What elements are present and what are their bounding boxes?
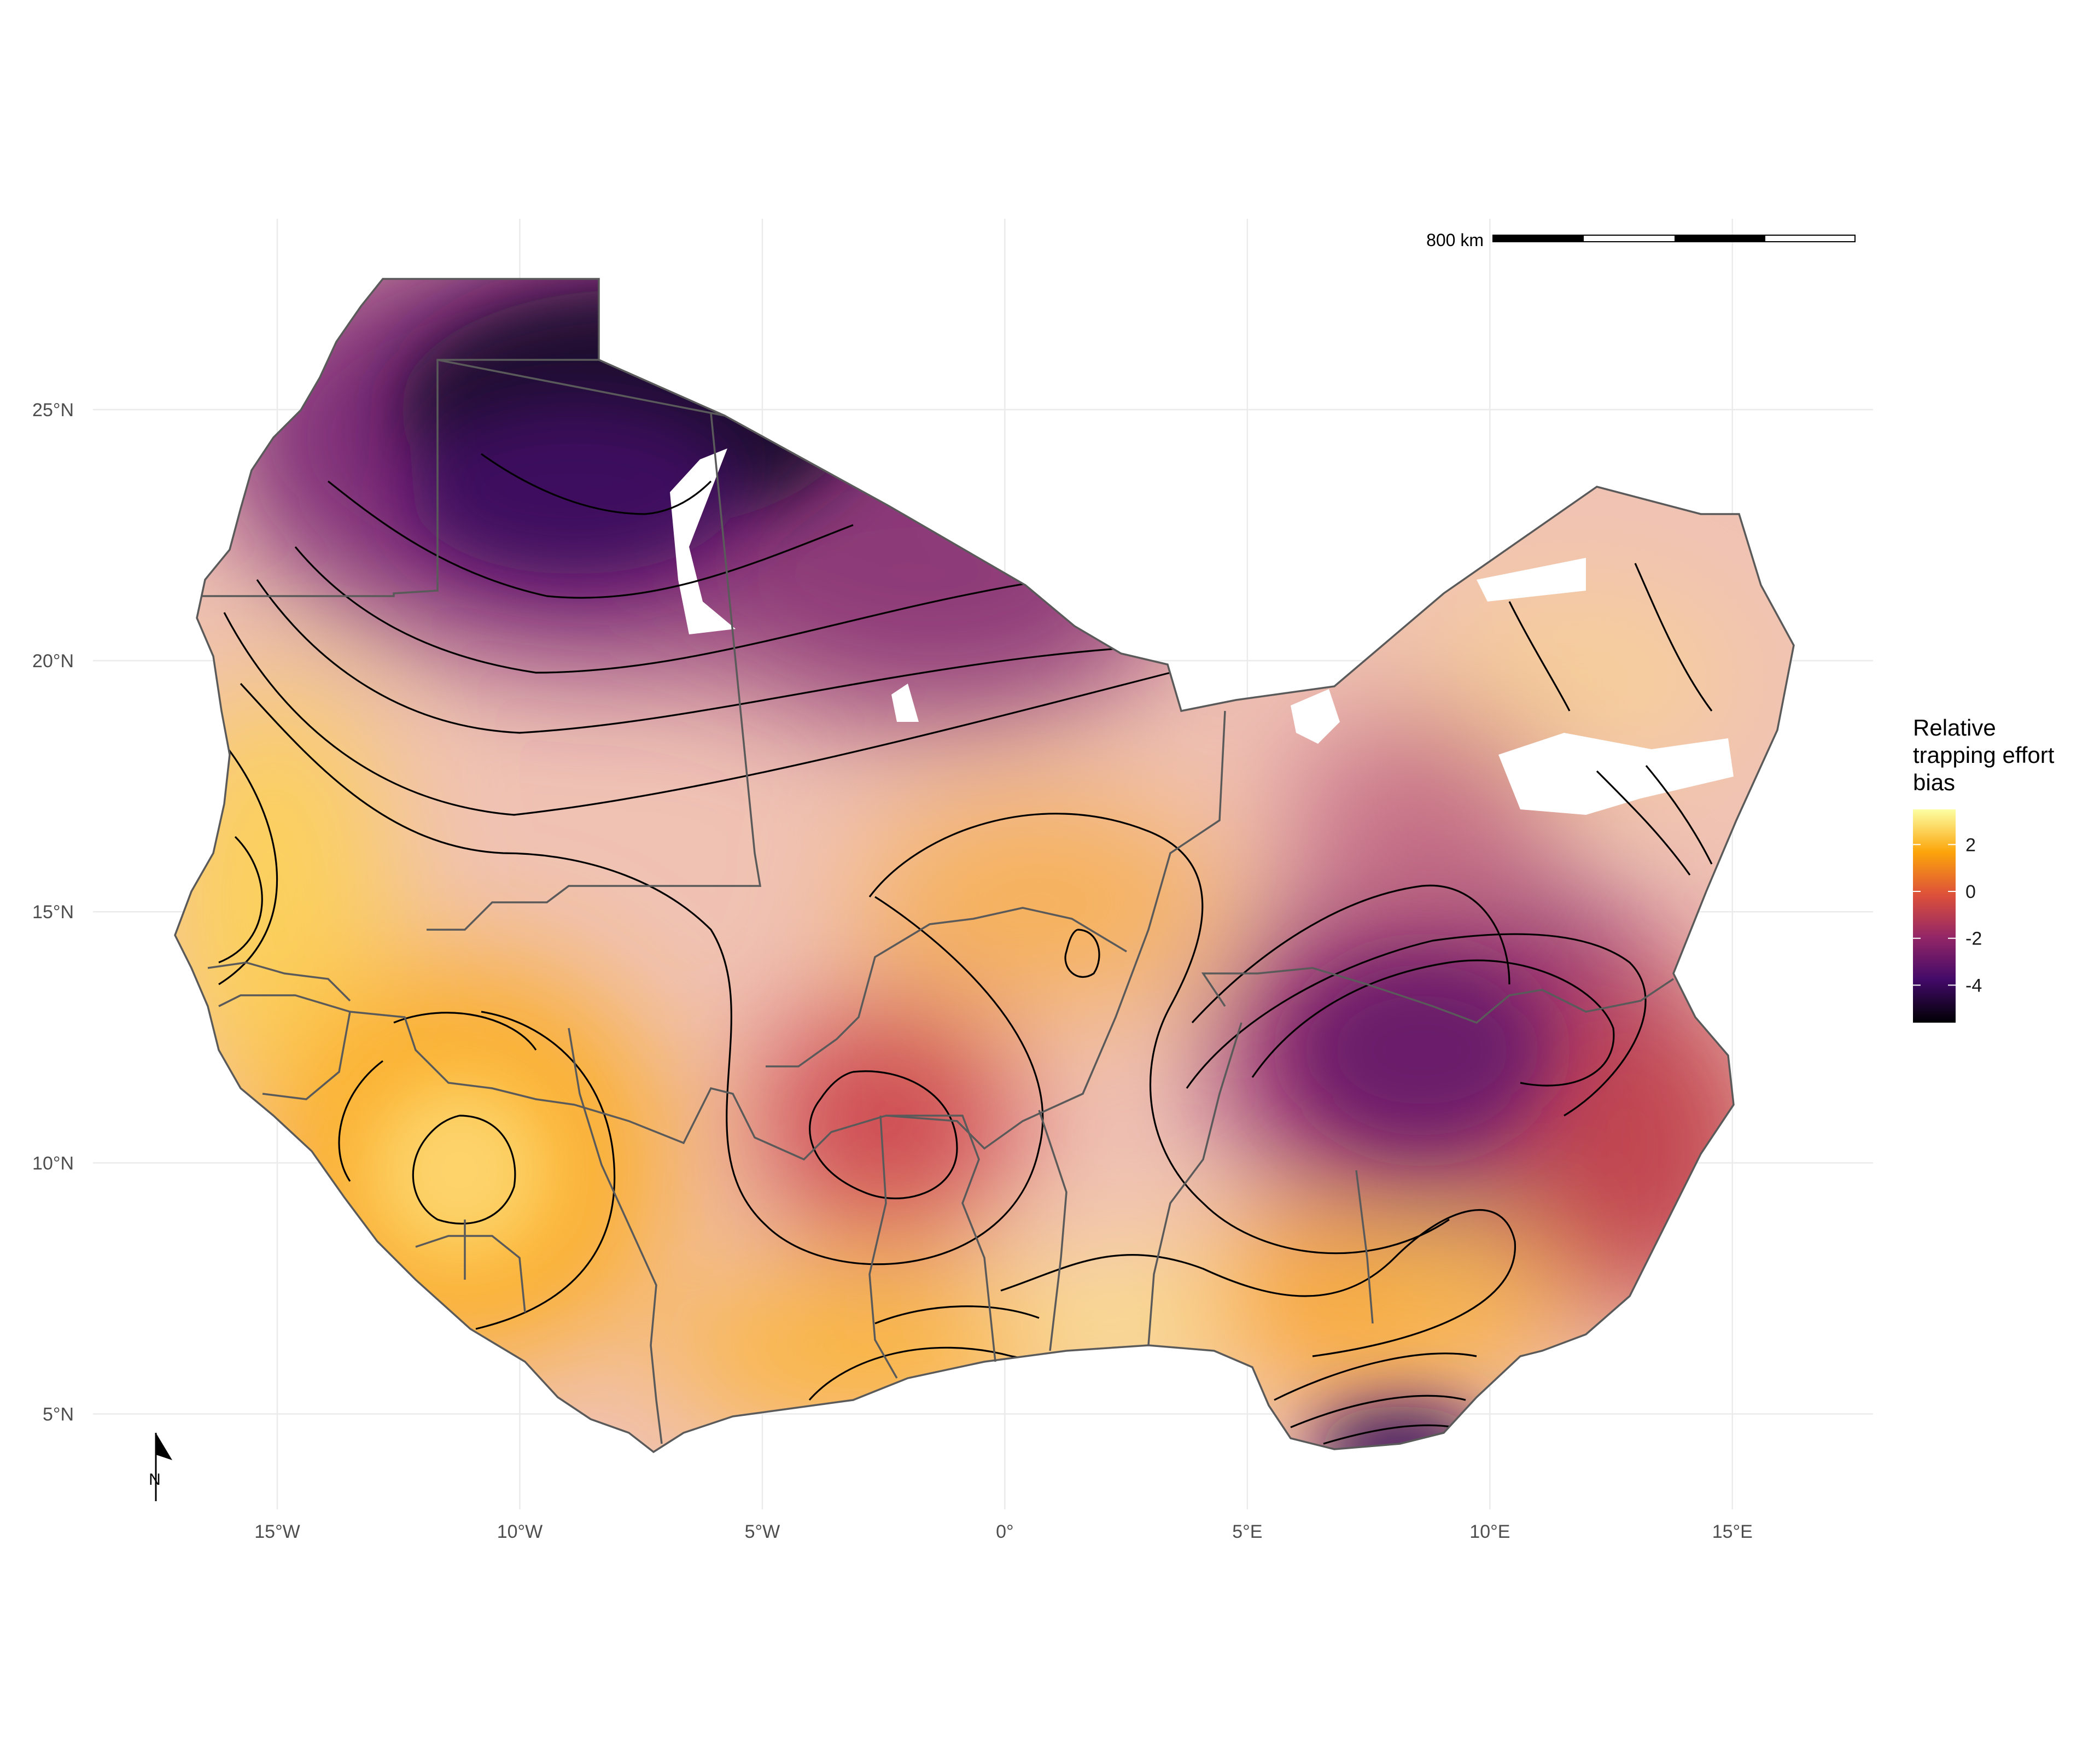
legend-tick-label: -2 [1965,929,1982,949]
latitude-axis: 25°N 20°N 15°N 10°N 5°N [32,400,74,1425]
legend-colorbar [1913,809,1956,1023]
y-tick-label: 5°N [43,1404,74,1425]
country-borders [174,278,1795,1454]
x-tick-label: 15°W [254,1521,300,1542]
legend-title-line-3: bias [1913,769,1955,795]
x-tick-label: 5°W [745,1521,780,1542]
legend-tick-label: 0 [1965,882,1976,902]
legend-tick-label: 2 [1965,835,1976,855]
y-tick-label: 15°N [32,902,74,923]
longitude-axis: 15°W 10°W 5°W 0° 5°E 10°E 15°E [254,1521,1753,1542]
contour-lines [218,453,1713,1445]
x-tick-label: 10°E [1469,1521,1510,1542]
x-tick-label: 15°E [1712,1521,1753,1542]
north-arrow-label: N [149,1471,161,1489]
x-tick-label: 0° [996,1521,1014,1542]
legend-title-line-1: Relative [1913,715,1996,740]
x-tick-label: 10°W [497,1521,543,1542]
legend-ticks: 2 0 -2 -4 [1913,835,1982,996]
legend-title-line-2: trapping effort [1913,742,2055,768]
y-tick-label: 20°N [32,651,74,672]
y-tick-label: 10°N [32,1153,74,1174]
scale-bar: 800 km [1426,230,1856,250]
color-legend: Relative trapping effort bias 2 0 -2 -4 [1913,715,2055,1023]
y-tick-label: 25°N [32,400,74,421]
north-arrow-icon: N [149,1433,172,1501]
x-tick-label: 5°E [1232,1521,1262,1542]
trapping-bias-surface [175,279,1794,1452]
scale-bar-label: 800 km [1426,230,1484,250]
legend-tick-label: -4 [1965,975,1982,996]
